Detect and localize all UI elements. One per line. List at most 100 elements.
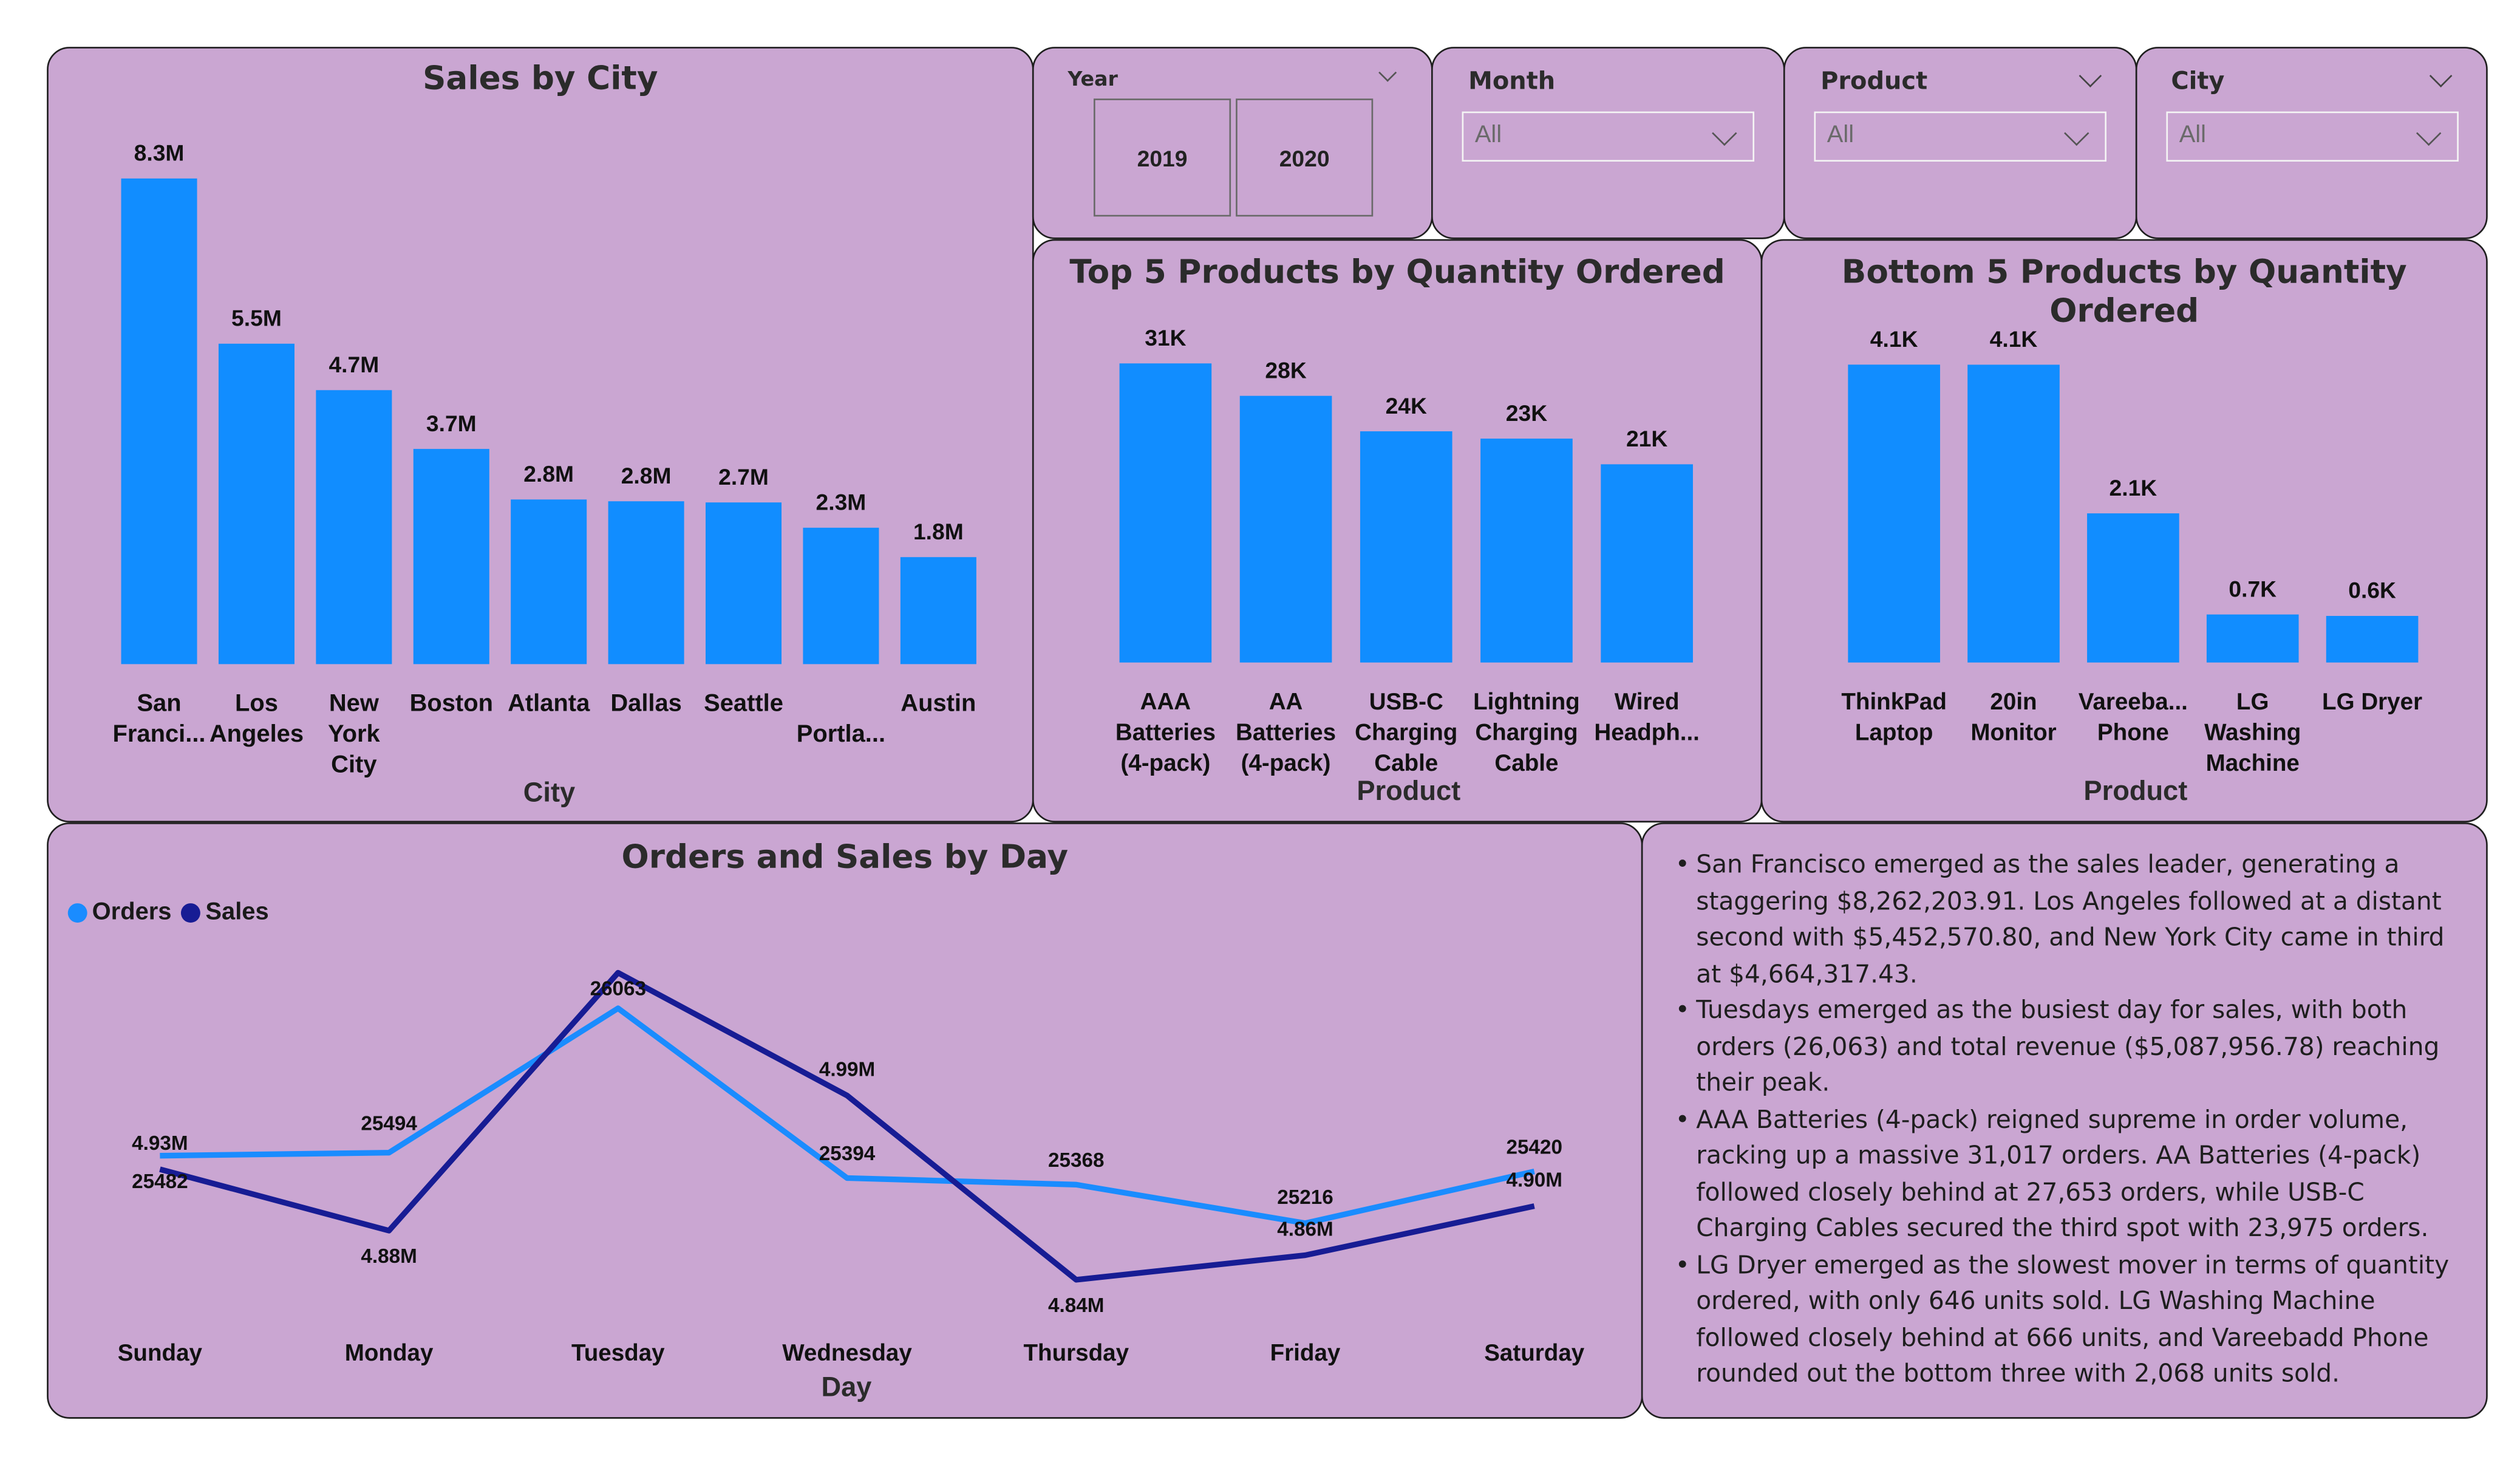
chevron-down-icon[interactable] <box>1378 63 1397 82</box>
category-label: Cable <box>1374 750 1438 776</box>
x-tick-label: Saturday <box>1484 1340 1585 1366</box>
legend-sales-label: Sales <box>205 898 269 926</box>
slicer-label: Year <box>1068 66 1118 91</box>
chart-title: Bottom 5 Products by Quantity Ordered <box>1841 252 2407 330</box>
category-label: Atlanta <box>508 690 590 717</box>
category-label: York <box>328 720 381 747</box>
chevron-down-icon <box>2064 120 2089 146</box>
bar[interactable] <box>1239 395 1332 663</box>
data-label: 2.3M <box>816 490 867 515</box>
slicer-label: Product <box>1820 66 1928 95</box>
data-label: 1.8M <box>913 519 964 544</box>
bar[interactable] <box>803 527 879 665</box>
orders-data-label: 25482 <box>132 1170 188 1193</box>
chart-title: Top 5 Products by Quantity Ordered <box>1069 252 1725 291</box>
slicer-label: Month <box>1468 66 1556 95</box>
bar[interactable] <box>1848 364 1940 663</box>
bar[interactable] <box>511 499 587 665</box>
x-axis-title: Day <box>821 1371 871 1402</box>
data-label: 23K <box>1506 400 1547 426</box>
sales-data-label: 4.99M <box>819 1059 875 1081</box>
month-slicer: Month All <box>1431 47 1785 239</box>
chart-title: Sales by City <box>423 58 658 97</box>
top5-products-chart: 31K AAA Batteries (4-pack) 28K AA Batteries (4-… <box>1115 325 1700 806</box>
bar[interactable] <box>1360 431 1452 663</box>
orders-data-label: 25394 <box>819 1143 876 1165</box>
category-label: LG Dryer <box>2322 689 2422 715</box>
category-label: Machine <box>2206 750 2300 776</box>
bar[interactable] <box>1480 439 1573 663</box>
category-label: Lightning <box>1473 689 1580 715</box>
year-option-2020[interactable]: 2020 <box>1236 98 1374 217</box>
category-label: Franci... <box>113 720 206 747</box>
sales-by-city-chart: 8.3M San Franci... 5.5M Los Angeles 4.7M New Yor… <box>113 140 976 807</box>
orders-data-label: 25420 <box>1506 1136 1562 1158</box>
orders-data-label: 25368 <box>1048 1149 1104 1172</box>
dropdown-value: All <box>1474 121 1502 149</box>
bar[interactable] <box>218 343 295 665</box>
sales-legend-dot <box>181 902 201 922</box>
x-tick-label: Wednesday <box>782 1340 912 1366</box>
insight-item: LG Dryer emerged as the slowest mover in… <box>1675 1246 2470 1392</box>
x-axis-title: City <box>523 776 575 807</box>
bar[interactable] <box>121 178 197 665</box>
category-label: Headph... <box>1594 719 1700 745</box>
data-label: 2.8M <box>621 463 672 488</box>
insight-item: Tuesdays emerged as the busiest day for … <box>1675 992 2470 1101</box>
bar[interactable] <box>413 449 489 665</box>
sales-by-city-panel: Sales by City 8.3M San Franci... 5.5M Los Ang… <box>47 47 1034 823</box>
orders-data-label: 25216 <box>1277 1186 1333 1209</box>
category-label: Angeles <box>209 720 304 747</box>
category-label: Boston <box>410 690 493 717</box>
category-label: USB-C <box>1369 689 1443 715</box>
sales-data-label: 4.93M <box>132 1132 188 1155</box>
data-label: 3.7M <box>426 411 477 436</box>
x-tick-label: Thursday <box>1023 1340 1129 1366</box>
bar[interactable] <box>1119 363 1212 663</box>
bar[interactable] <box>316 390 392 665</box>
sales-data-label: 4.84M <box>1048 1294 1104 1317</box>
sales-line[interactable] <box>159 969 1535 1283</box>
category-label: Batteries <box>1236 719 1336 745</box>
category-label: (4-pack) <box>1120 750 1210 776</box>
chevron-down-icon[interactable] <box>2079 64 2102 87</box>
category-label: ThinkPad <box>1841 689 1947 715</box>
bar[interactable] <box>2087 513 2179 663</box>
chart-title: Orders and Sales by Day <box>621 837 1069 876</box>
data-label: 4.7M <box>329 352 379 377</box>
bar[interactable] <box>1967 364 2060 663</box>
city-slicer: City All <box>2135 47 2488 239</box>
category-label: Monitor <box>1970 719 2056 745</box>
orders-data-label: 26063 <box>590 978 646 1000</box>
category-label: LG <box>2236 689 2269 715</box>
category-label: Batteries <box>1115 719 1216 745</box>
data-label: 2.8M <box>523 461 574 487</box>
bar[interactable] <box>1601 464 1693 663</box>
chevron-down-icon <box>2416 120 2442 146</box>
bar[interactable] <box>2326 616 2419 663</box>
city-dropdown[interactable]: All <box>2166 111 2459 162</box>
bar[interactable] <box>706 502 782 665</box>
category-label: AAA <box>1140 689 1191 715</box>
x-axis-title: Product <box>2083 775 2187 806</box>
category-label: Charging <box>1475 719 1578 745</box>
x-tick-label: Tuesday <box>571 1340 665 1366</box>
insights-list: San Francisco emerged as the sales leade… <box>1675 847 2470 1392</box>
chevron-down-icon[interactable] <box>2429 64 2453 87</box>
year-option-2019[interactable]: 2019 <box>1093 98 1231 217</box>
category-label: Laptop <box>1855 719 1933 745</box>
x-axis-title: Product <box>1357 775 1460 806</box>
bar[interactable] <box>608 501 684 665</box>
bar[interactable] <box>2206 614 2299 663</box>
category-label: Portla... <box>797 720 885 747</box>
orders-line[interactable] <box>160 1005 1535 1226</box>
sales-data-label: 4.90M <box>1507 1169 1562 1192</box>
month-dropdown[interactable]: All <box>1462 111 1755 162</box>
x-tick-label: Monday <box>345 1340 434 1366</box>
product-dropdown[interactable]: All <box>1814 111 2106 162</box>
bar[interactable] <box>900 557 976 665</box>
category-label: Los <box>235 690 278 717</box>
orders-data-label: 25494 <box>361 1112 417 1135</box>
category-label: Phone <box>2097 719 2169 745</box>
